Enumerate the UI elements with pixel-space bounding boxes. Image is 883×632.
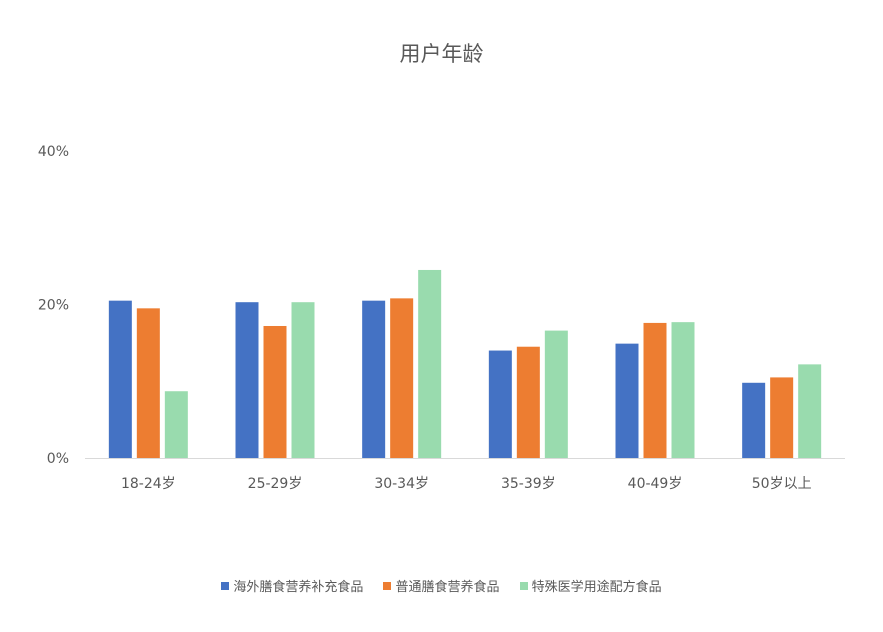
legend-label-series-3: 特殊医学用途配方食品 [531, 580, 662, 595]
legend: 海外膳食营养补充食品 普通膳食营养食品 特殊医学用途配方食品 [0, 576, 883, 595]
legend-swatch-series-1 [221, 581, 230, 590]
legend-item-series-2: 普通膳食营养食品 [383, 576, 500, 595]
legend-label-series-1: 海外膳食营养补充食品 [233, 580, 364, 595]
y-tick-labels: 0% 20% 40% [38, 144, 69, 467]
x-tick-label: 50岁以上 [752, 476, 812, 492]
bar-series-2-50岁以上 [770, 377, 794, 458]
legend-swatch-series-3 [519, 581, 528, 590]
bars-group [108, 269, 822, 458]
x-tick-label: 30-34岁 [374, 476, 429, 492]
legend-item-series-1: 海外膳食营养补充食品 [221, 576, 363, 595]
bar-series-3-30-34岁 [418, 269, 442, 458]
bar-series-1-35-39岁 [488, 350, 512, 458]
bar-series-3-18-24岁 [164, 391, 188, 458]
bar-series-3-40-49岁 [671, 322, 695, 458]
bar-series-2-30-34岁 [390, 298, 414, 458]
bar-series-2-18-24岁 [136, 308, 160, 458]
y-tick-label: 0% [47, 451, 69, 467]
bar-series-3-50岁以上 [798, 364, 822, 458]
x-tick-label: 18-24岁 [121, 476, 176, 492]
bar-series-1-50岁以上 [742, 382, 766, 458]
bar-series-1-30-34岁 [362, 300, 386, 458]
bar-series-1-40-49岁 [615, 343, 639, 458]
bar-series-1-25-29岁 [235, 302, 259, 458]
bar-series-2-40-49岁 [643, 322, 667, 458]
chart-title: 用户年龄 [399, 42, 484, 66]
y-tick-label: 40% [38, 144, 69, 160]
bar-series-1-18-24岁 [108, 300, 132, 458]
x-tick-label: 35-39岁 [501, 476, 556, 492]
bar-series-2-25-29岁 [263, 325, 287, 458]
x-tick-labels: 18-24岁 25-29岁 30-34岁 35-39岁 40-49岁 50岁以上 [121, 476, 812, 492]
bar-series-2-35-39岁 [516, 346, 540, 458]
x-tick-label: 25-29岁 [248, 476, 303, 492]
x-tick-label: 40-49岁 [628, 476, 683, 492]
y-tick-label: 20% [38, 298, 69, 314]
bar-series-3-25-29岁 [291, 302, 315, 458]
legend-swatch-series-2 [383, 581, 392, 590]
bar-series-3-35-39岁 [544, 330, 568, 458]
legend-item-series-3: 特殊医学用途配方食品 [519, 576, 662, 595]
legend-label-series-2: 普通膳食营养食品 [395, 580, 500, 595]
